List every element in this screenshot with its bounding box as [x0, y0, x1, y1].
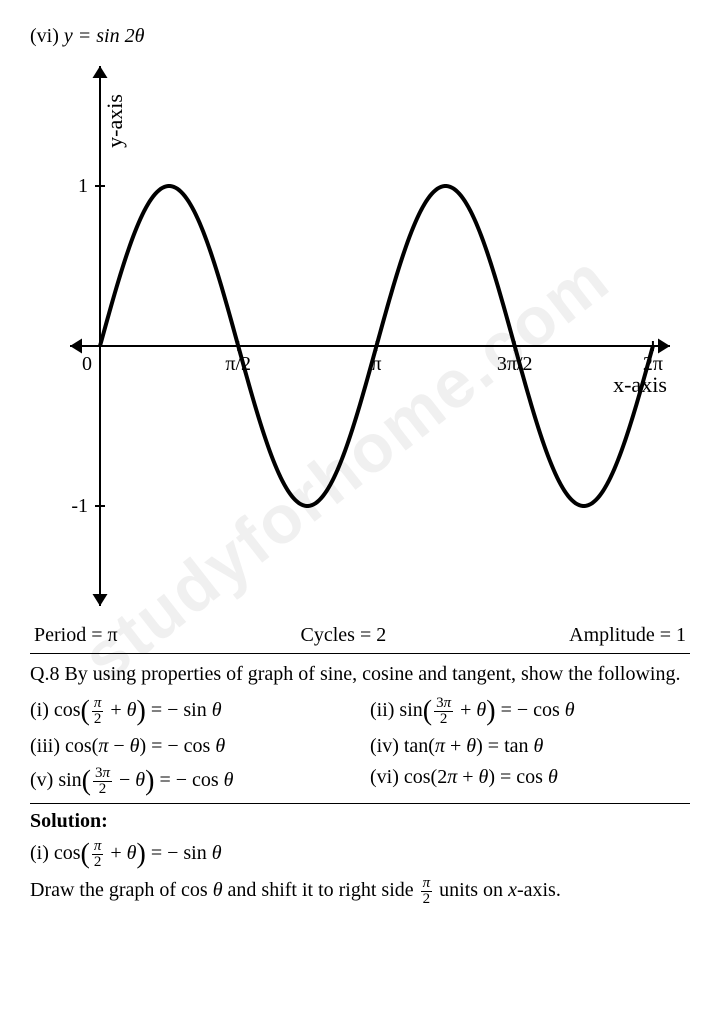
svg-text:1: 1 — [78, 175, 88, 197]
problem-header: (vi) y = sin 2θ — [30, 25, 690, 48]
svg-text:0: 0 — [82, 353, 92, 375]
identity-iv: (iv) tan(π + θ) = tan θ — [370, 735, 690, 758]
divider-1 — [30, 653, 690, 654]
problem-label: (vi) — [30, 25, 64, 47]
identity-ii: (ii) sin(3π2 + θ) = − cos θ — [370, 696, 690, 727]
identity-iii: (iii) cos(π − θ) = − cos θ — [30, 735, 350, 758]
identity-i: (i) cos(π2 + θ) = − sin θ — [30, 696, 350, 727]
svg-text:-1: -1 — [71, 495, 88, 517]
identity-v: (v) sin(3π2 − θ) = − cos θ — [30, 766, 350, 797]
instruction-theta: θ — [213, 879, 223, 901]
cycles-text: Cycles = 2 — [301, 624, 387, 647]
identity-grid: (i) cos(π2 + θ) = − sin θ (ii) sin(3π2 +… — [30, 696, 690, 797]
identity-vi: (vi) cos(2π + θ) = cos θ — [370, 766, 690, 797]
svg-text:y-axis: y-axis — [102, 94, 127, 148]
sine-chart: 0π/2π3π/22π1-1x-axisy-axis — [40, 56, 680, 616]
instruction-pre: Draw the graph of cos — [30, 879, 213, 901]
instruction-end: -axis. — [517, 879, 561, 901]
chart-svg: 0π/2π3π/22π1-1x-axisy-axis — [40, 56, 680, 616]
solution-label: Solution: — [30, 810, 690, 833]
solution-instruction: Draw the graph of cos θ and shift it to … — [30, 876, 690, 907]
equation: y = sin 2θ — [64, 25, 145, 47]
divider-2 — [30, 803, 690, 804]
svg-text:3π/2: 3π/2 — [497, 353, 533, 375]
instruction-axis: x — [508, 879, 517, 901]
amplitude-text: Amplitude = 1 — [569, 624, 686, 647]
instruction-post: units on — [434, 879, 508, 901]
question-number: Q.8 — [30, 663, 59, 685]
instruction-mid: and shift it to right side — [223, 879, 419, 901]
question-text: Q.8 By using properties of graph of sine… — [30, 660, 690, 688]
question-body: By using properties of graph of sine, co… — [64, 663, 680, 685]
period-text: Period = π — [34, 624, 118, 647]
solution-item: (i) cos(π2 + θ) = − sin θ — [30, 839, 690, 870]
properties-row: Period = π Cycles = 2 Amplitude = 1 — [30, 624, 690, 647]
